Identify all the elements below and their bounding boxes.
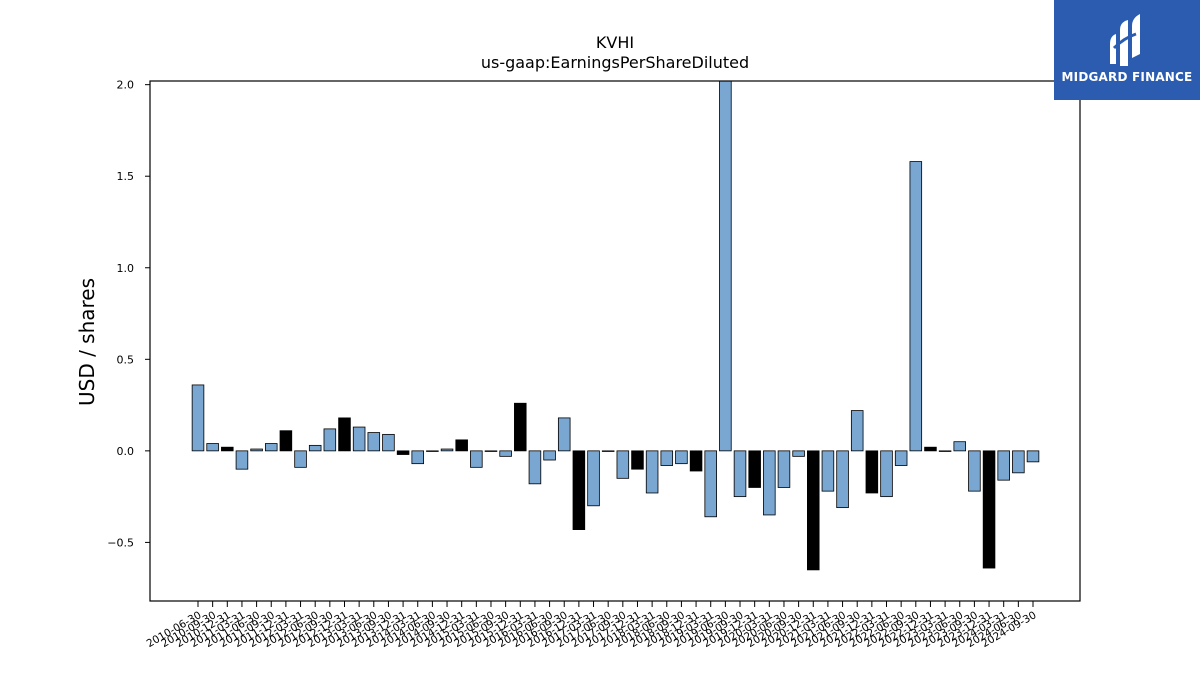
bar	[587, 450, 600, 507]
bar	[601, 450, 615, 452]
bar	[499, 450, 512, 457]
bar	[323, 428, 337, 452]
bar	[484, 450, 498, 452]
y-tick-label: −0.5	[107, 536, 134, 549]
bar	[689, 450, 703, 472]
bar	[528, 450, 542, 485]
bar	[733, 450, 747, 498]
y-tick-label: 1.0	[117, 262, 135, 275]
bar	[543, 450, 556, 461]
bar	[997, 450, 1010, 481]
bar	[1026, 450, 1040, 463]
x-axis: 2010-06-302010-09-302010-12-312011-03-31…	[145, 601, 1039, 650]
bar	[338, 417, 351, 452]
y-axis-label: USD / shares	[75, 278, 99, 406]
plot-frame	[149, 80, 1081, 602]
bar	[455, 439, 468, 452]
bar	[748, 450, 761, 488]
bar	[221, 446, 234, 452]
bar	[836, 450, 849, 509]
bar	[865, 450, 879, 494]
bar	[235, 450, 249, 470]
bar	[264, 443, 278, 452]
bar	[572, 450, 586, 530]
bar	[352, 426, 366, 452]
y-axis: −0.5 0.0 0.5 1.0 1.5 2.0	[107, 79, 150, 549]
bar	[440, 448, 454, 452]
y-tick-label: 0.0	[117, 445, 135, 458]
bar	[382, 433, 395, 452]
bar	[880, 450, 893, 498]
bar	[645, 450, 659, 494]
midgard-logo-icon	[1110, 14, 1140, 66]
bar	[792, 450, 805, 457]
bar	[250, 448, 263, 452]
bar	[894, 450, 908, 466]
bar	[821, 450, 835, 492]
bar	[616, 450, 630, 479]
bar	[411, 450, 424, 465]
bar	[206, 443, 219, 452]
bar	[777, 450, 791, 488]
bar	[660, 450, 674, 466]
bar	[191, 384, 205, 452]
bar	[850, 410, 864, 452]
bar	[396, 450, 410, 455]
chart-title: KVHI	[596, 33, 634, 52]
y-tick-label: 1.5	[117, 170, 135, 183]
bar	[470, 450, 483, 468]
bar	[514, 402, 527, 452]
logo-text: MIDGARD FINANCE	[1061, 70, 1193, 84]
bar	[426, 450, 439, 452]
bar	[308, 444, 322, 452]
midgard-finance-logo: MIDGARD FINANCE	[1054, 0, 1200, 100]
y-tick-label: 2.0	[117, 79, 135, 92]
y-tick-label: 0.5	[117, 353, 135, 366]
bar	[279, 430, 293, 452]
bar	[675, 450, 688, 465]
bar	[982, 450, 996, 569]
bar	[557, 417, 571, 452]
bar	[719, 80, 732, 452]
bar	[968, 450, 981, 492]
bar	[953, 441, 967, 452]
bar	[909, 161, 923, 452]
bar	[938, 450, 952, 452]
bar	[631, 450, 644, 470]
bar	[294, 450, 307, 468]
bar	[924, 446, 937, 452]
bar	[1012, 450, 1025, 474]
bars-group	[191, 80, 1040, 571]
chart-subtitle: us-gaap:EarningsPerShareDiluted	[481, 53, 749, 72]
bar	[763, 450, 776, 516]
bar	[367, 432, 381, 452]
bar	[704, 450, 717, 518]
bar	[807, 450, 820, 571]
